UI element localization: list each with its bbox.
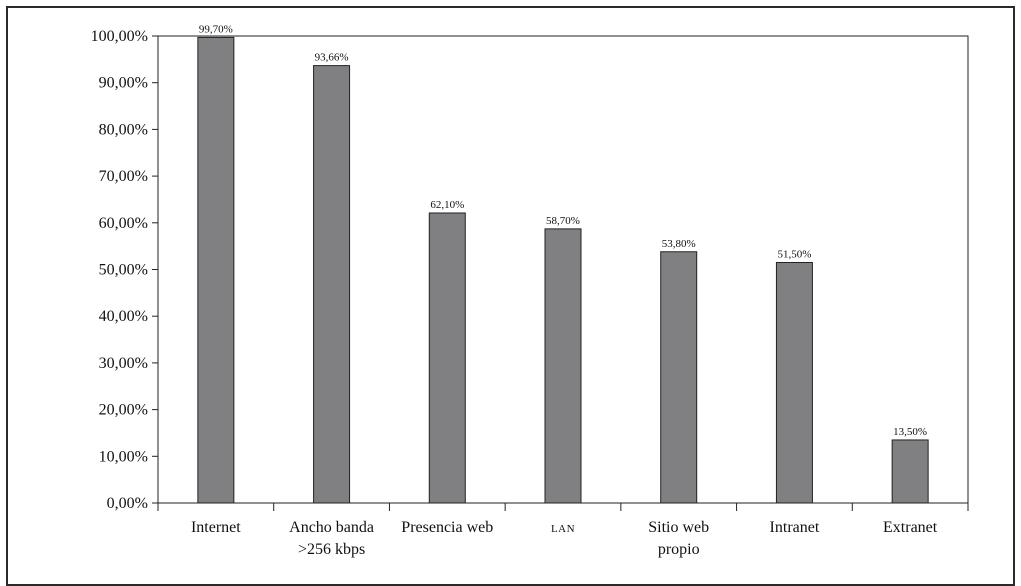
x-category-label: Intranet — [770, 519, 820, 536]
bar — [428, 212, 466, 504]
y-tick-label: 20,00% — [99, 402, 148, 419]
y-tick-label: 40,00% — [99, 308, 148, 325]
y-tick-label: 60,00% — [99, 215, 148, 232]
x-category-label: propio — [658, 541, 700, 558]
data-label: 58,70% — [546, 215, 580, 227]
y-tick-label: 100,00% — [91, 28, 148, 45]
chart-frame — [6, 6, 1015, 586]
data-label: 93,66% — [315, 52, 349, 64]
x-category-label: Presencia web — [401, 519, 493, 536]
y-tick-label: 10,00% — [99, 448, 148, 465]
y-tick-label: 80,00% — [99, 121, 148, 138]
x-category-label: Ancho banda — [289, 519, 374, 536]
x-category-label: >256 kbps — [298, 541, 365, 558]
plot-area: 0,00% 10,00% 20,00% 30,00% 40,00% 50,00% 60,00… — [91, 23, 969, 558]
y-tick-label: 70,00% — [99, 168, 148, 185]
data-label: 99,70% — [199, 23, 233, 35]
bar — [775, 261, 813, 504]
data-label: 51,50% — [777, 248, 811, 260]
bar — [197, 36, 235, 504]
bar — [544, 228, 582, 504]
bar — [313, 65, 351, 504]
x-category-label: LAN — [551, 523, 575, 535]
data-label: 13,50% — [893, 426, 927, 438]
bar — [660, 251, 698, 504]
y-tick-label: 50,00% — [99, 262, 148, 279]
x-category-label: Internet — [191, 519, 241, 536]
y-tick-label: 30,00% — [99, 355, 148, 372]
x-category-label: Extranet — [883, 519, 938, 536]
data-label: 62,10% — [430, 199, 464, 211]
x-category-label: Sitio web — [648, 519, 709, 536]
y-tick-label: 90,00% — [99, 75, 148, 92]
bar-chart: 0,00% 10,00% 20,00% 30,00% 40,00% 50,00% 60,00… — [91, 23, 969, 558]
bar — [891, 439, 929, 504]
data-label: 53,80% — [662, 238, 696, 250]
y-tick-label: 0,00% — [107, 495, 148, 512]
